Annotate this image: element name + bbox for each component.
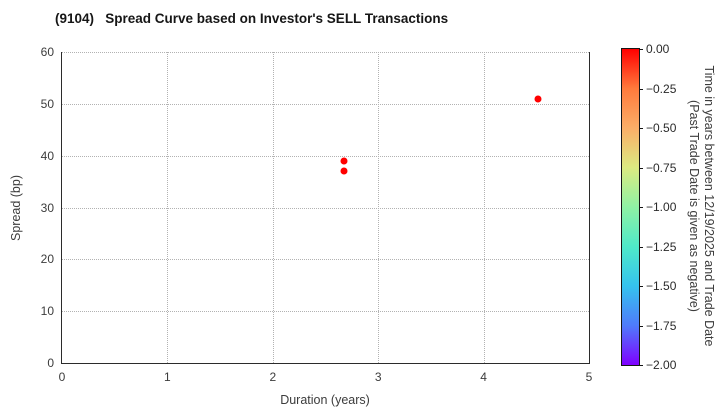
gridline-y-50 — [62, 103, 589, 105]
gridline-y-20 — [62, 259, 589, 261]
data-point-2 — [534, 95, 542, 103]
colorbar-tick-label-2: −0.50 — [646, 121, 677, 135]
colorbar: 0.00 −0.25 −0.50 −0.75 −1.00 −1.25 −1.50 −1.75 −… — [621, 42, 676, 372]
colorbar-tick-6 — [639, 286, 643, 287]
gridline-x-4 — [483, 52, 485, 363]
x-tick-label-2: 2 — [269, 370, 277, 384]
colorbar-tick-label-6: −1.50 — [646, 279, 677, 293]
gridline-x-3 — [378, 52, 380, 363]
colorbar-tick-label-0: 0.00 — [646, 42, 670, 56]
y-tick-label-40: 40 — [40, 148, 54, 163]
y-tick-label-20: 20 — [40, 252, 54, 267]
data-point-1 — [340, 167, 348, 175]
data-point-0 — [340, 157, 348, 165]
colorbar-axis-label: Time in years between 12/19/2025 and Tra… — [686, 66, 716, 347]
y-tick-label-60: 60 — [40, 45, 54, 59]
gridline-y-30 — [62, 207, 589, 209]
gridline-y-10 — [62, 311, 589, 313]
plot-area: 0 1 2 3 4 5 0 10 20 30 40 50 60 — [41, 45, 593, 384]
y-tick-label-0: 0 — [47, 356, 54, 370]
y-tick-label-50: 50 — [40, 96, 54, 111]
x-tick-label-1: 1 — [164, 370, 171, 384]
colorbar-axis-label-line1: Time in years between 12/19/2025 and Tra… — [701, 65, 716, 347]
colorbar-tick-label-7: −1.75 — [646, 318, 677, 333]
gridline-y-60 — [62, 52, 589, 53]
colorbar-tick-8 — [639, 365, 643, 366]
x-tick-label-0: 0 — [58, 370, 66, 384]
colorbar-tick-label-3: −0.75 — [646, 160, 677, 175]
x-tick-label-4: 4 — [480, 370, 487, 384]
colorbar-tick-5 — [639, 246, 643, 248]
chart-title: (9104) Spread Curve based on Investor's … — [55, 11, 449, 26]
colorbar-tick-3 — [639, 167, 643, 169]
x-tick-label-3: 3 — [374, 370, 382, 384]
colorbar-tick-label-1: −0.25 — [646, 81, 677, 96]
colorbar-tick-label-8: −2.00 — [646, 358, 677, 372]
y-axis-label: Spread (bp) — [9, 174, 23, 242]
gridline-x-2 — [272, 52, 274, 363]
colorbar-axis-label-line2: (Past Trade Date is given as negative) — [687, 100, 701, 312]
colorbar-tick-7 — [639, 325, 643, 327]
gridline-x-1 — [167, 52, 169, 363]
y-tick-label-30: 30 — [40, 200, 54, 215]
colorbar-tick-label-4: −1.00 — [646, 200, 677, 214]
colorbar-tick-2 — [639, 128, 643, 129]
colorbar-tick-1 — [639, 88, 643, 90]
colorbar-tick-0 — [639, 49, 643, 50]
gridline-y-40 — [62, 155, 589, 157]
colorbar-tick-4 — [639, 207, 643, 208]
x-axis-label: Duration (years) — [280, 393, 370, 407]
x-tick-label-5: 5 — [585, 370, 593, 384]
y-tick-label-10: 10 — [40, 304, 54, 319]
colorbar-tick-label-5: −1.25 — [646, 239, 677, 254]
